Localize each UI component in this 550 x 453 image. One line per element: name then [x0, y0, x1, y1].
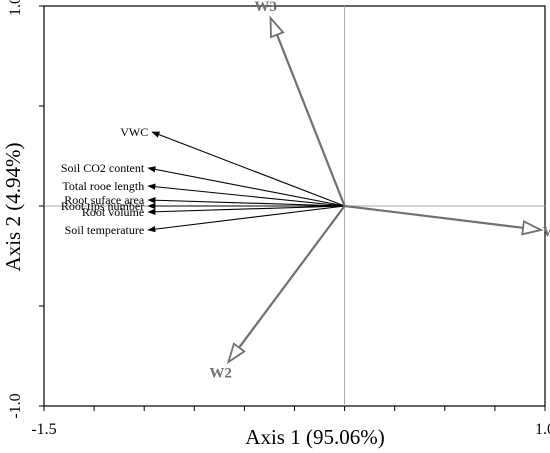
- y-axis-ticks: 1.0 -1.0: [7, 0, 44, 419]
- sample-vector-head: [521, 220, 544, 236]
- variable-vector: [147, 205, 345, 215]
- sample-vector: [344, 204, 524, 229]
- x-tick-label: -1.5: [31, 421, 56, 438]
- sample-vectors: W1 W2 W3: [209, 0, 550, 381]
- y-tick-label: 1.0: [7, 0, 24, 16]
- variable-vector-label: Root tips number: [61, 199, 144, 213]
- sample-vector-head: [226, 342, 246, 365]
- sample-vector-label: W1: [543, 225, 550, 241]
- sample-vector-label: W3: [254, 0, 277, 15]
- sample-vector-head: [269, 15, 285, 39]
- x-axis-label: Axis 1 (95.06%): [245, 425, 384, 449]
- sample-vector: [238, 205, 346, 349]
- variable-vector: [151, 131, 345, 207]
- variable-vector-label: Soil CO2 content: [61, 161, 145, 175]
- sample-vector-label: W2: [209, 365, 232, 381]
- y-tick-label: -1.0: [7, 393, 24, 418]
- variable-vector: [147, 205, 345, 233]
- variable-vector-label: Root volume: [82, 205, 144, 219]
- variable-vector: [147, 166, 345, 207]
- variable-vector-label: Root suface area: [64, 193, 145, 207]
- variable-vector: [147, 197, 345, 207]
- variable-vector-label: VWC: [120, 125, 148, 139]
- variable-vector-label: Soil temperature: [65, 223, 145, 237]
- variable-vector: [147, 183, 345, 207]
- sample-vector: [276, 34, 346, 207]
- y-axis-label: Axis 2 (4.94%): [1, 143, 25, 272]
- x-tick-label: 1.0: [535, 421, 550, 438]
- x-axis-ticks: -1.5 1.0: [31, 406, 550, 438]
- variable-vector-label: Total rooe length: [62, 179, 144, 193]
